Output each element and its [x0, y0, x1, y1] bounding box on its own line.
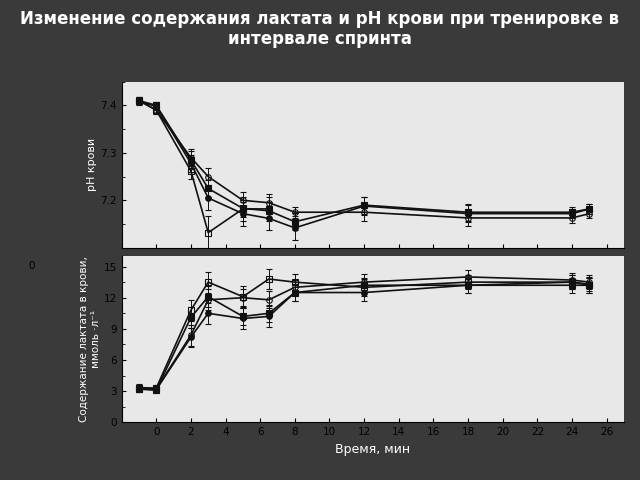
Text: Изменение содержания лактата и рН крови при тренировке в
интервале спринта: Изменение содержания лактата и рН крови … [20, 10, 620, 48]
Text: 0: 0 [28, 261, 35, 271]
Y-axis label: рН крови: рН крови [87, 138, 97, 192]
Y-axis label: Содержание лактата в крови,
ммоль ·л⁻¹: Содержание лактата в крови, ммоль ·л⁻¹ [79, 256, 100, 422]
X-axis label: Время, мин: Время, мин [335, 443, 410, 456]
